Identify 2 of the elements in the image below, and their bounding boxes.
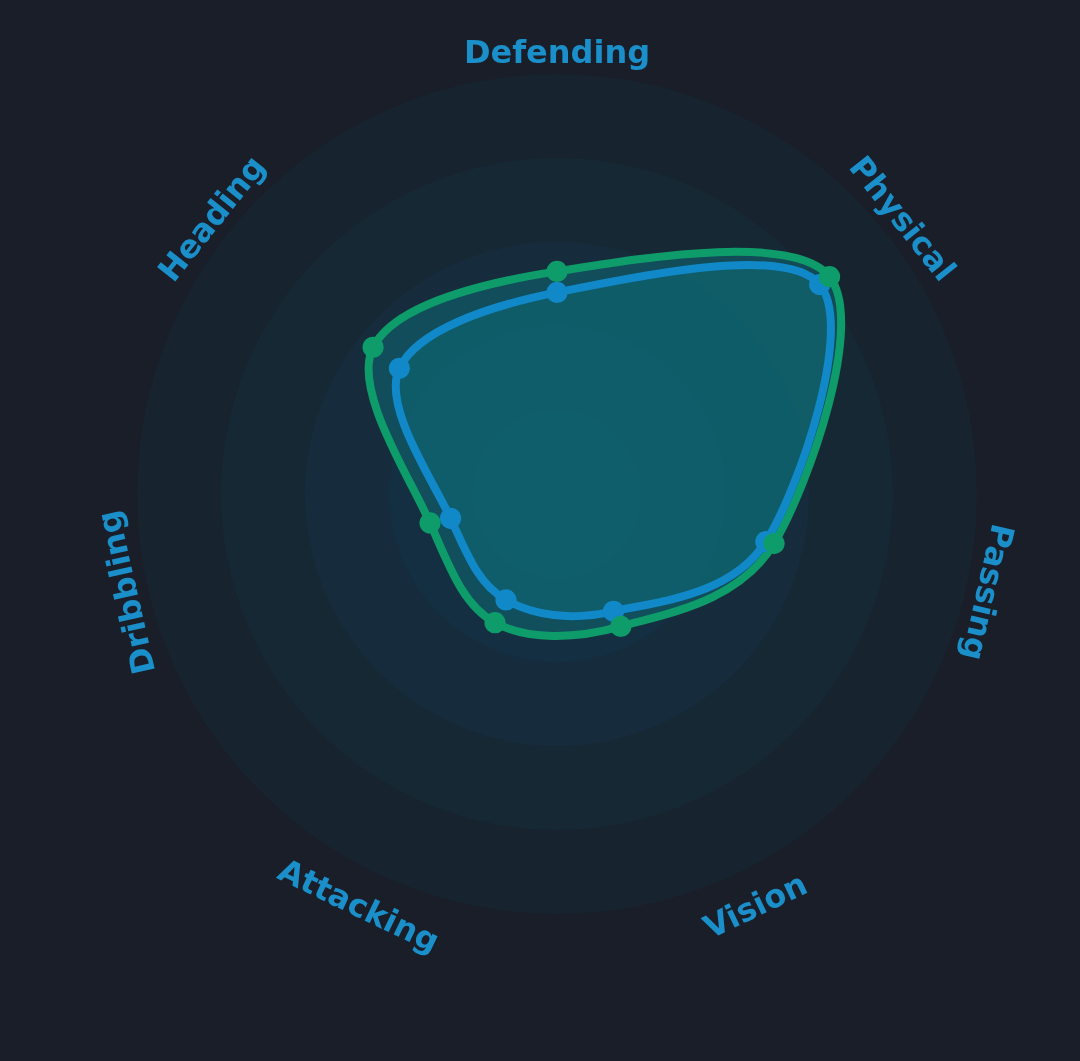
spoke-label: Dribbling (89, 506, 164, 678)
spoke-label: Defending (463, 33, 651, 71)
